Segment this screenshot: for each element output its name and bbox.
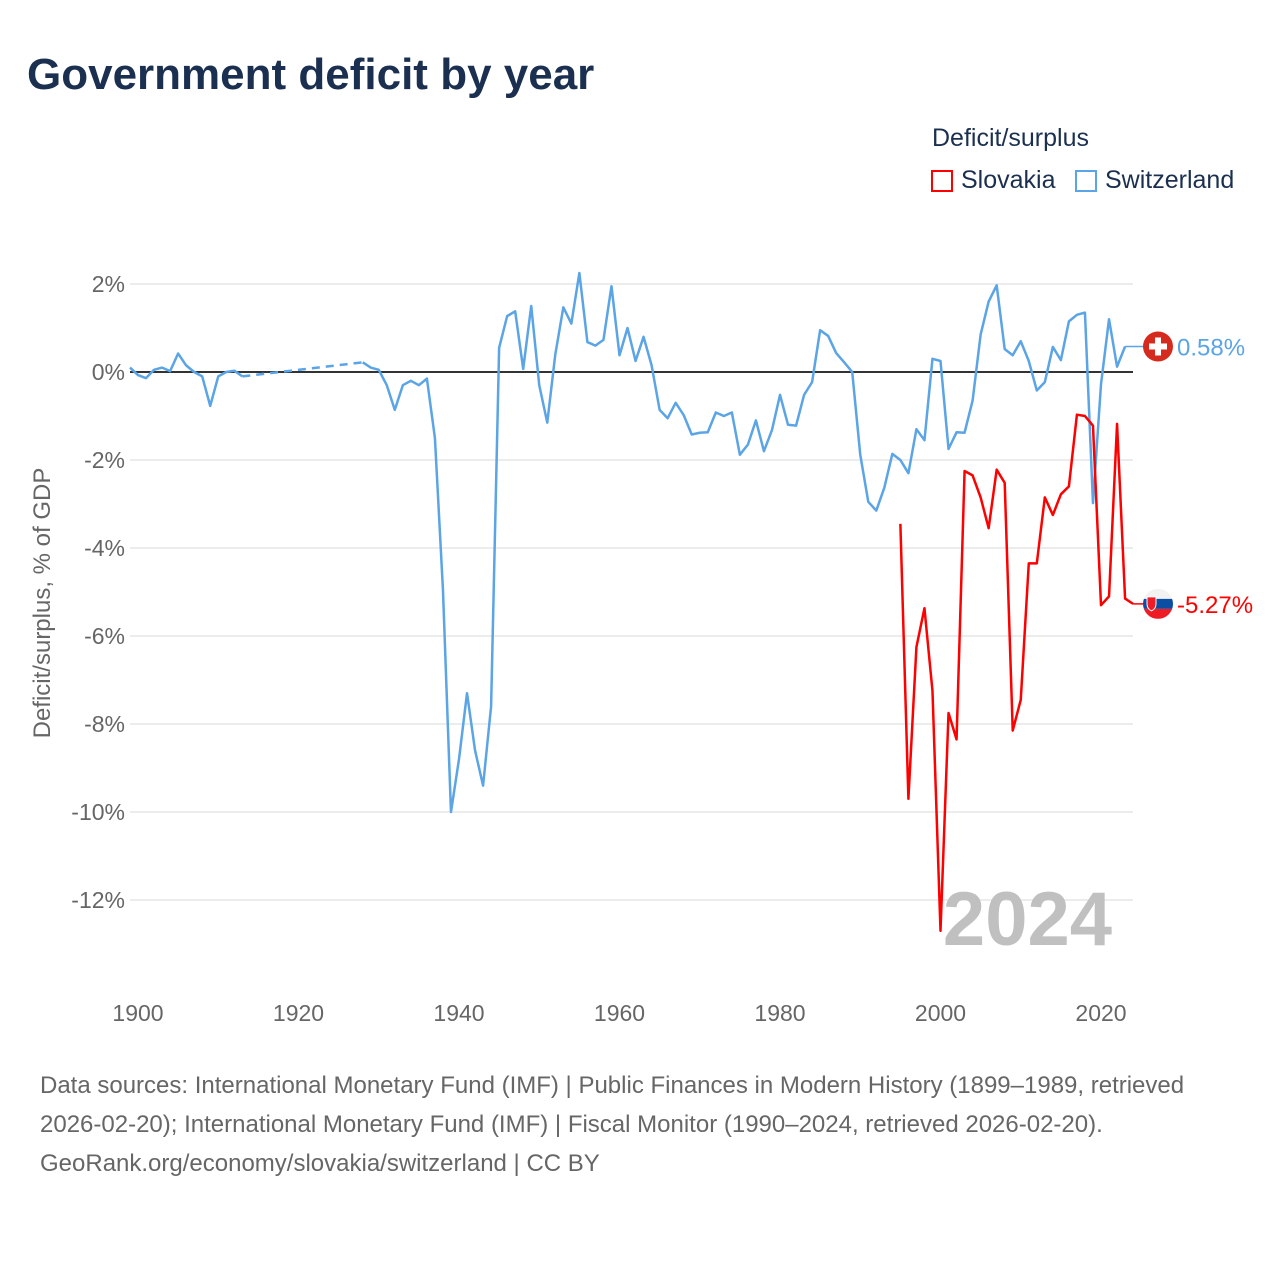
y-tick-label: -6% [84,623,125,649]
legend-swatch [1075,169,1097,192]
credit-link[interactable]: GeoRank.org/economy/slovakia/switzerland… [40,1150,600,1177]
flag-shield [1146,596,1157,612]
x-tick-label: 1980 [754,1000,805,1026]
legend-item-switzerland[interactable]: Switzerland [1075,166,1234,195]
end-value-label: -5.27% [1177,592,1253,619]
x-tick-label: 1920 [273,1000,324,1026]
x-tick-label: 2000 [915,1000,966,1026]
x-tick-label: 2020 [1075,1000,1126,1026]
y-tick-label: -12% [71,887,125,913]
flag-stripe-blue [1143,598,1173,609]
flag-cross [1149,343,1167,350]
legend-swatch [931,169,953,192]
y-tick-label: -2% [84,447,125,473]
y-tick-label: -10% [71,799,125,825]
y-tick-label: 0% [92,359,125,385]
y-axis-label: Deficit/surplus, % of GDP [29,468,56,739]
flag-stripe-red [1143,608,1173,619]
flag-slovakia-icon [1143,588,1173,619]
flag-switzerland-icon [1143,331,1173,362]
year-watermark: 2024 [943,877,1112,962]
legend-item-slovakia[interactable]: Slovakia [931,166,1056,195]
chart-plot: 2% 0% -2% -4% -6% -8% -10% -12% 1900 1920 1940 1960… [29,271,1253,1026]
legend-title: Deficit/surplus [932,124,1089,152]
data-sources: Data sources: International Monetary Fun… [40,1072,1185,1138]
legend-label: Switzerland [1105,166,1235,194]
series-line-switzerland [362,271,1127,814]
series-line-switzerland [129,352,244,408]
chart-title: Government deficit by year [27,50,595,99]
x-tick-label: 1940 [433,1000,484,1026]
y-tick-label: -8% [84,711,125,737]
footer: Data sources: International Monetary Fun… [40,1066,1240,1183]
y-tick-label: 2% [92,271,125,297]
y-tick-label: -4% [84,535,125,561]
series-gap-dashed [242,361,363,378]
legend-label: Slovakia [961,166,1056,194]
x-tick-label: 1960 [594,1000,645,1026]
x-tick-label: 1900 [112,1000,163,1026]
flag-stripe-white [1143,588,1173,599]
end-value-label: 0.58% [1177,334,1245,361]
series-line-slovakia [899,413,1134,933]
